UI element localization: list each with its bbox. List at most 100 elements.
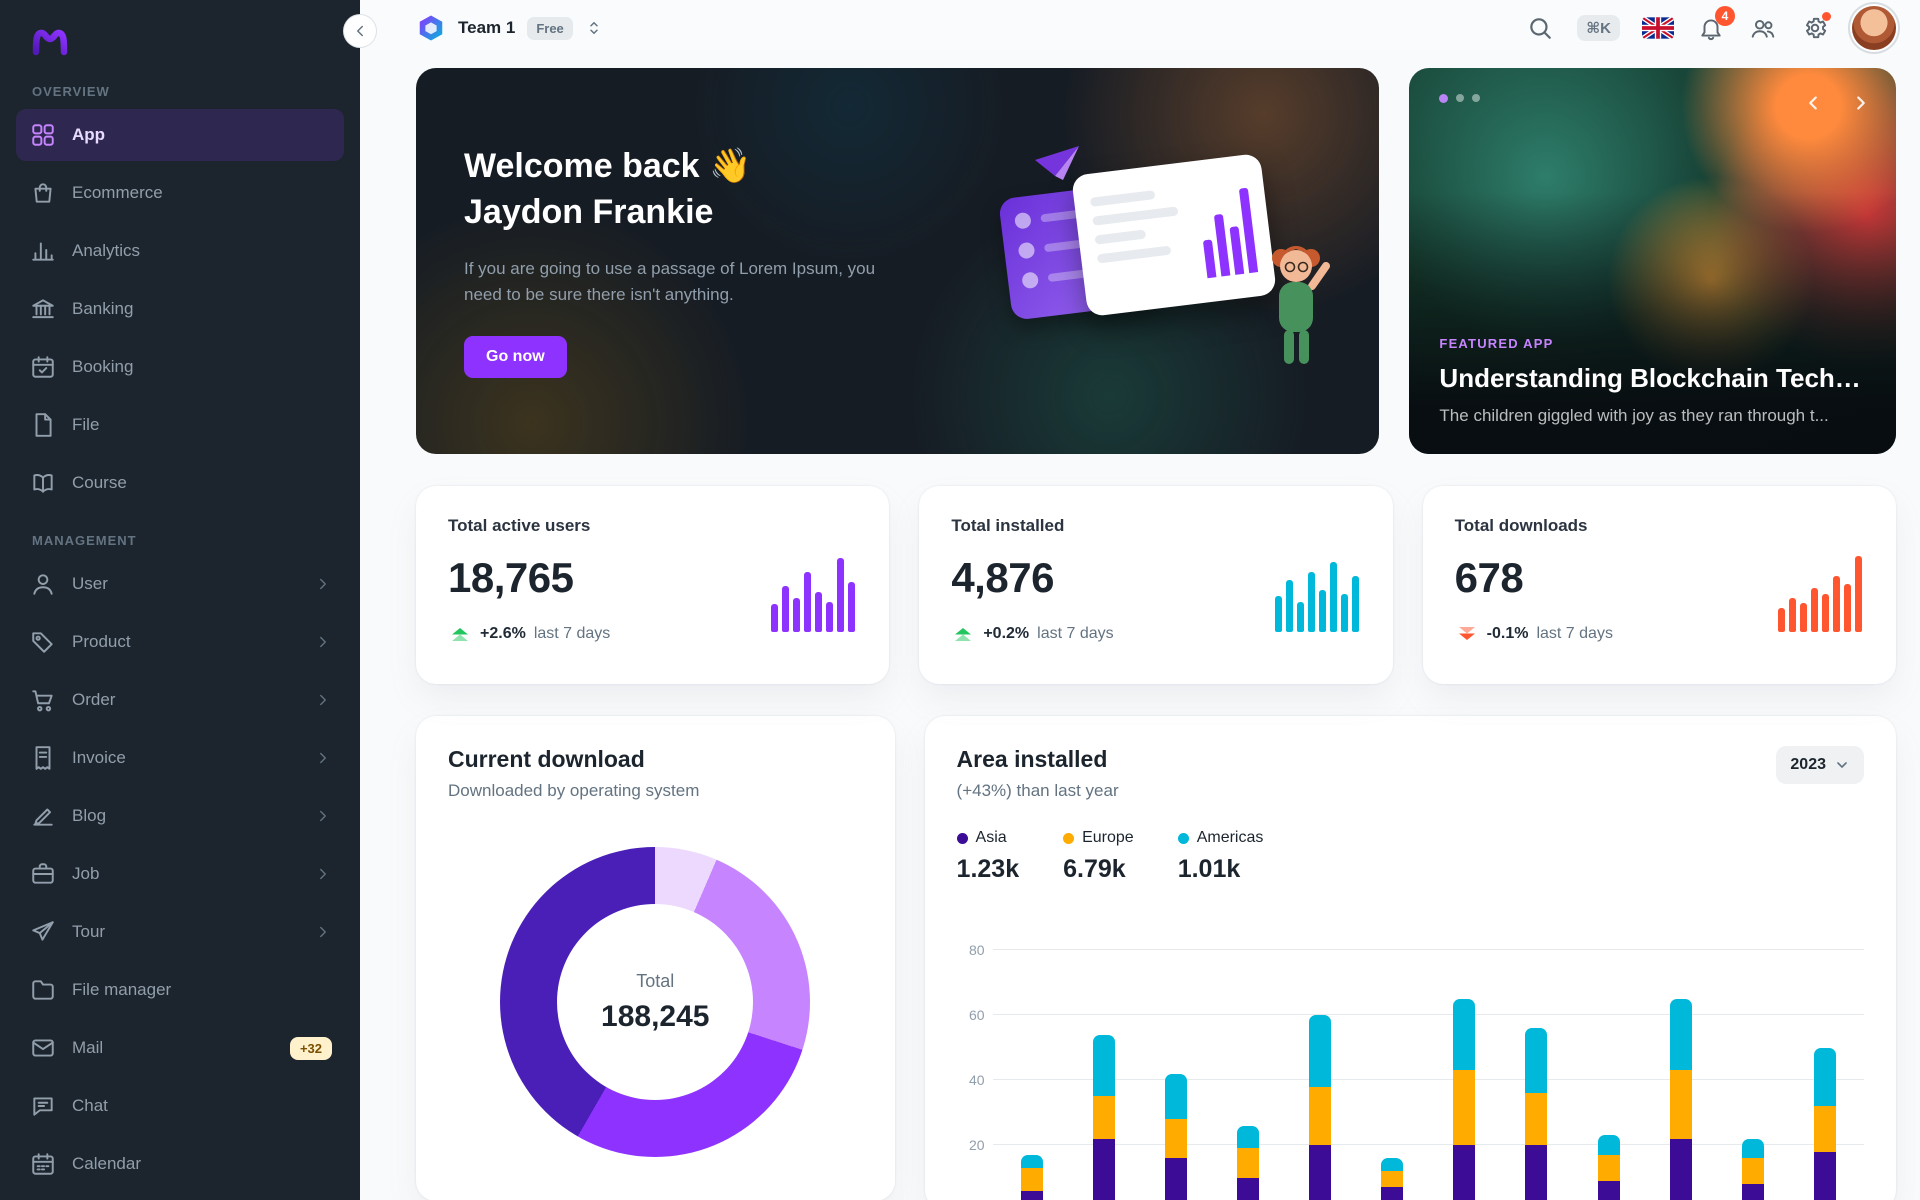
featured-overlay	[1409, 191, 1896, 454]
welcome-banner: Welcome back 👋 Jaydon Frankie If you are…	[416, 68, 1379, 454]
carousel-dot[interactable]	[1456, 94, 1465, 102]
chevron-right-icon	[314, 865, 332, 883]
sidebar-item-banking[interactable]: Banking	[16, 283, 344, 335]
area-installed-chart: 20 40 60 80	[957, 910, 1864, 1200]
gridline	[992, 1079, 1864, 1080]
gear-icon	[1802, 15, 1828, 41]
year-select[interactable]: 2023	[1776, 746, 1864, 784]
stacked-bar	[1020, 1154, 1043, 1200]
stacked-bar	[1525, 1028, 1548, 1200]
sidebar-item-label: Product	[72, 632, 131, 651]
stat-delta: -0.1%	[1486, 625, 1529, 642]
stacked-bar	[1453, 998, 1476, 1200]
settings-button[interactable]	[1800, 12, 1831, 43]
nav-section-title: MANAGEMENT	[32, 533, 137, 548]
paper-plane-icon	[1035, 146, 1081, 180]
stat-trend: +0.2% last 7 days	[951, 622, 1360, 646]
nav-section-title: OVERVIEW	[32, 84, 110, 99]
sidebar-item-booking[interactable]: Booking	[16, 341, 344, 393]
app-logo[interactable]	[30, 20, 70, 60]
sidebar-item-invoice[interactable]: Invoice	[16, 732, 344, 784]
sidebar-item-mail[interactable]: Mail +32	[16, 1022, 344, 1074]
sidebar-item-label: Blog	[72, 806, 107, 825]
invoice-icon	[30, 745, 56, 771]
language-button[interactable]	[1642, 16, 1674, 40]
downloads-donut-chart: Total 188,245	[500, 847, 811, 1157]
legend-dot	[956, 832, 968, 844]
welcome-message: If you are going to use a passage of Lor…	[464, 258, 876, 304]
sidebar-collapse-button[interactable]	[343, 14, 377, 48]
sidebar-item-course[interactable]: Course	[16, 457, 344, 509]
sidebar-item-app[interactable]: App	[16, 109, 344, 161]
area-installed-card: Area installed (+43%) than last year 202…	[924, 716, 1896, 1200]
search-shortcut-badge[interactable]: ⌘K	[1577, 15, 1620, 41]
team-logo-icon	[416, 13, 446, 43]
featured-title[interactable]: Understanding Blockchain Technolo...	[1439, 363, 1866, 393]
notification-count-badge: 4	[1715, 6, 1735, 26]
sidebar-item-user[interactable]: User	[16, 558, 344, 610]
sidebar-item-label: File manager	[72, 980, 172, 999]
notifications-button[interactable]: 4	[1696, 6, 1735, 43]
chevron-right-icon	[314, 923, 332, 941]
carousel-prev-button[interactable]	[1794, 84, 1832, 122]
sidebar-item-job[interactable]: Job	[16, 848, 344, 900]
sidebar-item-label: App	[72, 125, 106, 144]
settings-alert-dot	[1822, 12, 1831, 21]
carousel-dot[interactable]	[1472, 94, 1481, 102]
sidebar-item-label: Order	[72, 690, 116, 709]
legend-dot	[1177, 832, 1189, 844]
illustration-character	[1257, 242, 1335, 372]
sidebar-item-calendar[interactable]: Calendar	[16, 1138, 344, 1190]
donut-total-label: Total	[636, 970, 675, 991]
legend-label: Asia	[956, 829, 1020, 847]
legend-value: 1.23k	[956, 855, 1020, 883]
card-subtitle: (+43%) than last year	[956, 781, 1119, 800]
tour-icon	[30, 919, 56, 945]
sidebar-item-file[interactable]: File	[16, 399, 344, 451]
illustration-dashboard-card	[1071, 152, 1278, 318]
carousel-next-button[interactable]	[1842, 84, 1880, 122]
stat-delta: +0.2%	[983, 625, 1030, 642]
featured-app-card[interactable]: FEATURED APP Understanding Blockchain Te…	[1409, 68, 1896, 454]
sidebar-item-blog[interactable]: Blog	[16, 790, 344, 842]
sidebar-item-tour[interactable]: Tour	[16, 906, 344, 958]
sidebar-item-product[interactable]: Product	[16, 616, 344, 668]
sidebar-item-order[interactable]: Order	[16, 674, 344, 726]
featured-tag: FEATURED APP	[1439, 336, 1554, 351]
bell-icon	[1698, 15, 1724, 41]
sidebar-item-ecommerce[interactable]: Ecommerce	[16, 167, 344, 219]
stat-value: 4,876	[951, 554, 1054, 601]
y-axis-tick: 60	[968, 1007, 985, 1023]
welcome-illustration	[998, 146, 1335, 376]
trend-up-icon	[951, 622, 975, 646]
sidebar-item-chat[interactable]: Chat	[16, 1080, 344, 1132]
avatar[interactable]	[1852, 6, 1896, 50]
current-download-card: Current download Downloaded by operating…	[416, 716, 895, 1200]
y-axis-tick: 80	[968, 942, 985, 958]
workspace-switcher[interactable]: Team 1 Free	[416, 13, 603, 43]
go-now-button[interactable]: Go now	[464, 336, 567, 379]
sidebar-item-analytics[interactable]: Analytics	[16, 225, 344, 277]
contacts-button[interactable]	[1748, 13, 1778, 43]
team-name: Team 1	[458, 18, 516, 37]
sidebar-item-label: Course	[72, 473, 127, 492]
header: Team 1 Free ⌘K 4	[360, 0, 1920, 50]
chevron-right-icon	[1850, 92, 1872, 114]
stat-value: 678	[1454, 554, 1524, 601]
carousel-dots[interactable]	[1439, 94, 1481, 103]
stat-period: last 7 days	[533, 625, 611, 642]
legend-label: Europe	[1063, 829, 1134, 847]
sidebar-item-file-manager[interactable]: File manager	[16, 964, 344, 1016]
blog-icon	[30, 803, 56, 829]
card-title: Area installed	[956, 746, 1108, 772]
carousel-dot[interactable]	[1439, 94, 1449, 103]
chevron-left-icon	[351, 22, 369, 40]
stat-card-total-installed: Total installed 4,876 +0.2% last 7 days	[919, 486, 1393, 684]
legend-item-asia: Asia 1.23k	[956, 829, 1020, 884]
chat-icon	[30, 1093, 56, 1119]
sidebar-nav: OVERVIEW App Ecommerce Analytics Banking Book…	[16, 84, 344, 1190]
search-button[interactable]	[1525, 13, 1555, 43]
stat-title: Total active users	[448, 516, 591, 535]
trend-down-icon	[1455, 622, 1479, 646]
sidebar-item-label: Chat	[72, 1096, 108, 1115]
